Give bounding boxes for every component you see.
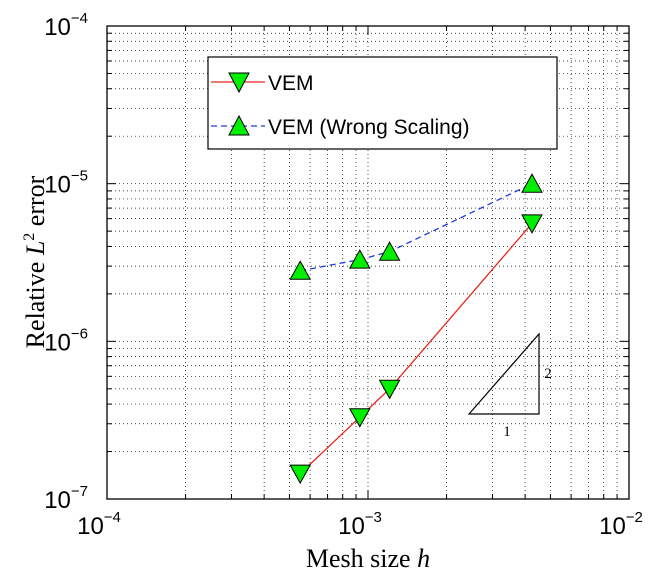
y-tick-label: 10−4 [44, 10, 88, 41]
data-point-vem [289, 464, 312, 485]
legend-marker-vem [228, 72, 250, 94]
y-tick-label-exp: −5 [71, 168, 88, 185]
x-tick-label: 10−4 [77, 509, 121, 540]
y-tick-label-base: 10 [44, 14, 71, 41]
data-point-vem [348, 408, 371, 428]
series-line-wrong-scaling [300, 183, 533, 272]
data-point-wrong-scaling [289, 260, 312, 280]
x-tick-label-base: 10 [599, 513, 626, 540]
y-axis-title-suffix: error [21, 175, 50, 232]
series-layer [289, 173, 543, 485]
x-axis-title: Mesh size h [306, 544, 430, 573]
slope-rise-label: 2 [544, 366, 552, 382]
legend: VEM VEM (Wrong Scaling) [207, 56, 558, 150]
y-axis-title: Relative L2 error [21, 175, 50, 348]
legend-label-vem: VEM [268, 72, 314, 95]
y-tick-label-exp: −6 [71, 325, 88, 342]
data-point-wrong-scaling [378, 241, 401, 261]
y-axis-title-prefix: Relative [21, 255, 50, 348]
x-axis-title-var: h [417, 544, 430, 573]
y-axis-title-sup: 2 [21, 233, 38, 241]
slope-triangle-shape [467, 332, 540, 415]
y-tick-label-base: 10 [44, 487, 71, 514]
slope-run-label: 1 [503, 424, 511, 440]
y-tick-label: 10−7 [44, 483, 88, 514]
x-tick-label-base: 10 [338, 513, 365, 540]
legend-box [207, 56, 558, 150]
data-point-vem [378, 379, 401, 400]
x-tick-label-exp: −4 [104, 509, 121, 526]
y-tick-label-base: 10 [44, 329, 71, 356]
y-tick-label-exp: −7 [71, 483, 88, 500]
legend-label-wrong-scaling: VEM (Wrong Scaling) [268, 116, 470, 139]
y-tick-label-exp: −4 [71, 10, 88, 27]
y-tick-label-base: 10 [44, 172, 71, 199]
slope-triangle: 1 2 [467, 332, 552, 440]
series-line-vem [299, 222, 533, 475]
y-axis-title-var: L [21, 241, 50, 256]
x-tick-label: 10−3 [338, 509, 382, 540]
y-tick-label: 10−5 [44, 168, 88, 199]
y-tick-label: 10−6 [44, 325, 88, 356]
data-point-wrong-scaling [521, 173, 543, 193]
legend-marker-wrong-scaling [228, 114, 250, 136]
x-axis-title-prefix: Mesh size [306, 544, 417, 573]
data-point-vem [521, 214, 543, 234]
ticks: 10−4 10−3 10−210−710−610−510−4 [44, 10, 643, 540]
x-tick-label-base: 10 [77, 513, 104, 540]
x-tick-label-exp: −2 [626, 509, 643, 526]
x-tick-label: 10−2 [599, 509, 643, 540]
x-tick-label-exp: −3 [365, 509, 382, 526]
data-point-wrong-scaling [348, 249, 371, 269]
